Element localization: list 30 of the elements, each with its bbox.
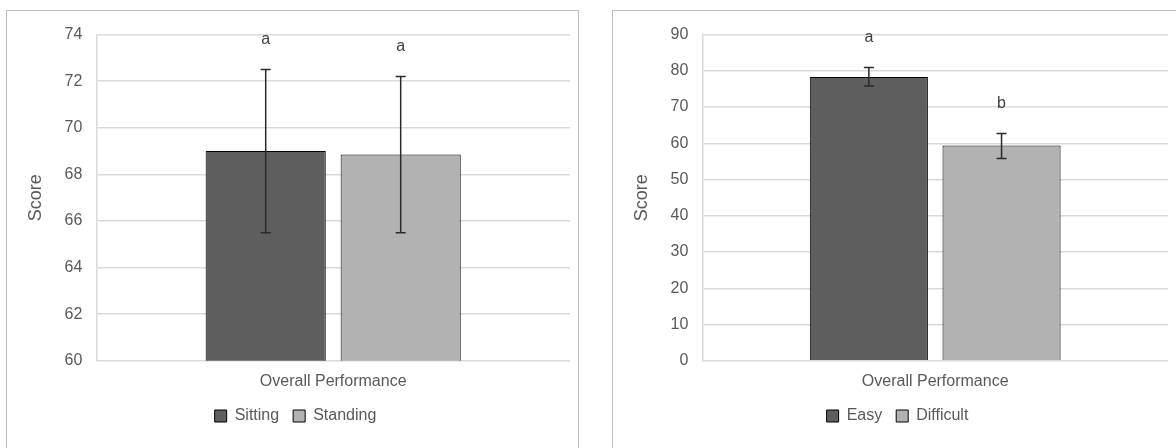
y-tick-label: 62	[64, 304, 83, 322]
y-tick-label: 60	[670, 133, 689, 151]
y-tick-label: 90	[670, 25, 689, 43]
y-tick-label: 70	[670, 97, 689, 115]
y-tick-label: 66	[64, 211, 83, 229]
annotation: a	[396, 36, 406, 54]
y-tick-label: 72	[64, 71, 83, 89]
annotation: a	[261, 29, 271, 47]
y-tick-label: 60	[64, 351, 83, 369]
y-tick-label: 70	[64, 118, 83, 136]
y-axis-title: Score	[630, 174, 651, 222]
y-tick-label: 68	[64, 164, 83, 182]
legend-label: Difficult	[916, 406, 969, 424]
legend-label: Easy	[846, 406, 883, 424]
y-tick-label: 20	[670, 278, 689, 296]
y-tick-label: 40	[670, 206, 689, 224]
legend-label: Sitting	[234, 406, 280, 424]
y-tick-label: 74	[64, 25, 83, 43]
y-tick-label: 64	[64, 258, 83, 276]
annotation: b	[997, 93, 1007, 111]
legend-label: Standing	[313, 406, 377, 424]
y-tick-label: 30	[670, 242, 689, 260]
y-tick-label: 0	[679, 351, 689, 369]
x-tick-label: Overall Performance	[861, 371, 1009, 389]
annotation: a	[864, 27, 874, 45]
y-tick-label: 50	[670, 169, 689, 187]
x-tick-label: Overall Performance	[259, 371, 407, 389]
y-tick-label: 80	[670, 61, 689, 79]
y-axis-title: Score	[24, 174, 45, 222]
y-tick-label: 10	[670, 314, 689, 332]
